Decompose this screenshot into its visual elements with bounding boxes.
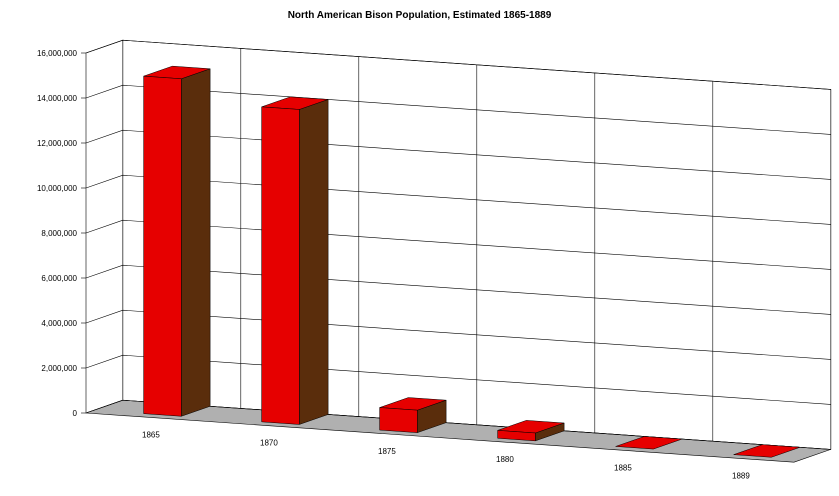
xtick-label-1870: 1870 xyxy=(260,439,278,448)
ytick-label-8: 16,000,000 xyxy=(37,49,78,58)
bar-1889 xyxy=(733,444,801,458)
ytick-label-2: 4,000,000 xyxy=(41,319,77,328)
xtick-label-1865: 1865 xyxy=(142,431,160,440)
ytick-label-0: 0 xyxy=(73,409,78,418)
bars xyxy=(143,65,801,458)
bar-1870 xyxy=(261,96,329,425)
ytick-label-4: 8,000,000 xyxy=(41,229,77,238)
ytick-label-3: 6,000,000 xyxy=(41,274,77,283)
bar-front xyxy=(497,430,536,442)
bar-side xyxy=(181,68,211,417)
bar-1875 xyxy=(379,397,447,434)
bar-front xyxy=(379,407,418,433)
y-axis: 0 2,000,000 4,000,000 6,000,000 8,000,000 10,… xyxy=(37,49,86,418)
xtick-label-1880: 1880 xyxy=(496,455,514,464)
ytick-label-5: 10,000,000 xyxy=(37,184,78,193)
xtick-label-1885: 1885 xyxy=(614,463,632,472)
bar-top xyxy=(615,436,683,450)
chart-title: North American Bison Population, Estimat… xyxy=(287,10,552,21)
bar-1885 xyxy=(615,436,683,450)
xtick-label-1889: 1889 xyxy=(732,472,750,481)
bar-top xyxy=(733,444,801,458)
ytick-label-7: 14,000,000 xyxy=(37,94,78,103)
bar-1865 xyxy=(143,65,211,417)
bar-1880 xyxy=(497,420,565,442)
bar-front xyxy=(261,106,300,425)
gridlines xyxy=(85,39,832,450)
bar-side xyxy=(299,99,329,425)
bar-front xyxy=(143,75,182,417)
ytick-label-1: 2,000,000 xyxy=(41,364,77,373)
x-axis: 1865 1870 1875 1880 1885 1889 xyxy=(142,431,750,481)
ytick-label-6: 12,000,000 xyxy=(37,139,78,148)
xtick-label-1875: 1875 xyxy=(378,447,396,456)
